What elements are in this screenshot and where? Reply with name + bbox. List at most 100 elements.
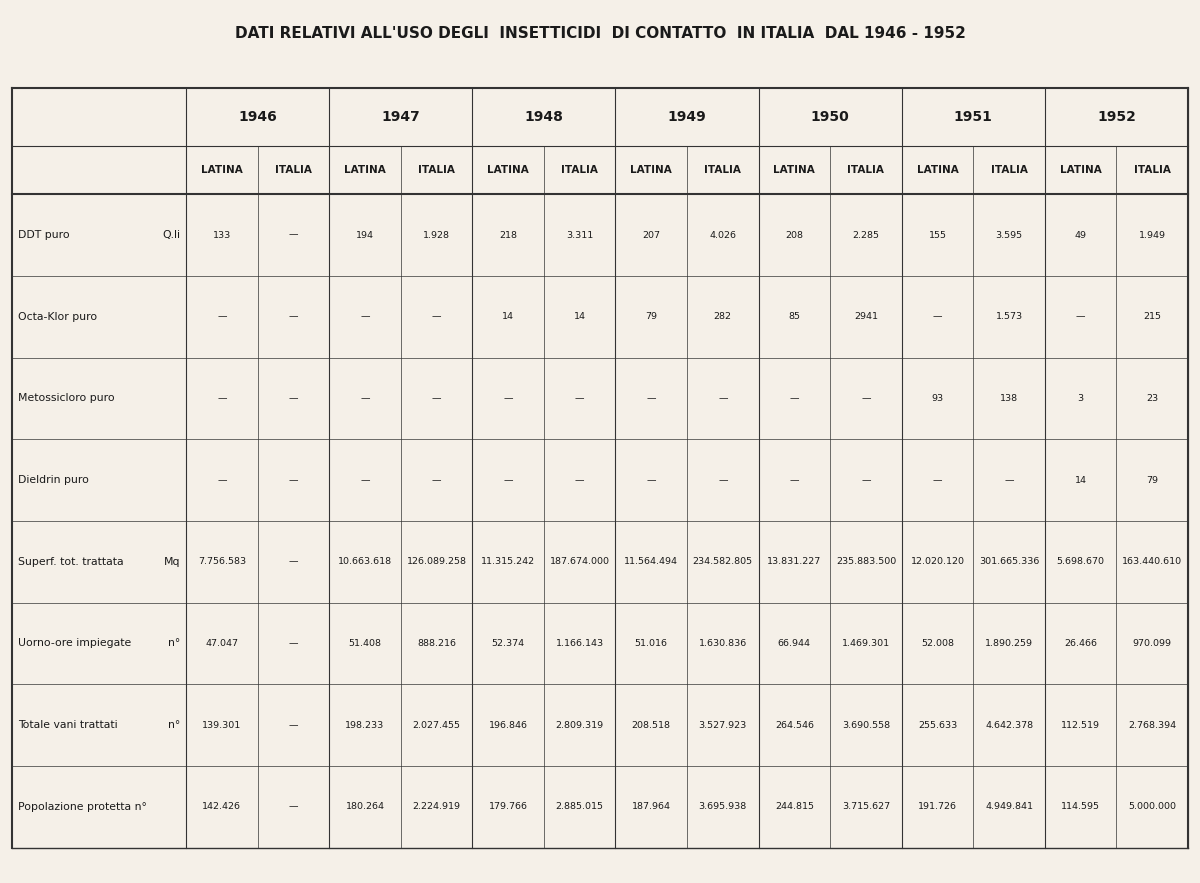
Text: 208.518: 208.518 bbox=[631, 721, 671, 729]
Text: 970.099: 970.099 bbox=[1133, 639, 1171, 648]
Text: LATINA: LATINA bbox=[917, 165, 959, 175]
Text: 14: 14 bbox=[574, 313, 586, 321]
Text: 12.020.120: 12.020.120 bbox=[911, 557, 965, 566]
Text: —: — bbox=[575, 476, 584, 485]
Text: 2941: 2941 bbox=[854, 313, 878, 321]
Text: 208: 208 bbox=[785, 230, 803, 239]
Text: 66.944: 66.944 bbox=[778, 639, 811, 648]
Text: LATINA: LATINA bbox=[344, 165, 386, 175]
Text: 52.374: 52.374 bbox=[492, 639, 524, 648]
Text: 126.089.258: 126.089.258 bbox=[407, 557, 467, 566]
Text: DDT puro: DDT puro bbox=[18, 230, 70, 240]
Text: 196.846: 196.846 bbox=[488, 721, 528, 729]
Text: —: — bbox=[790, 394, 799, 403]
Text: 1.469.301: 1.469.301 bbox=[842, 639, 890, 648]
Text: —: — bbox=[289, 639, 298, 648]
Text: 187.674.000: 187.674.000 bbox=[550, 557, 610, 566]
Text: LATINA: LATINA bbox=[487, 165, 529, 175]
Text: 26.466: 26.466 bbox=[1064, 639, 1097, 648]
Text: 23: 23 bbox=[1146, 394, 1158, 403]
Text: 114.595: 114.595 bbox=[1061, 803, 1100, 811]
Text: 52.008: 52.008 bbox=[922, 639, 954, 648]
Text: Popolazione protetta n°: Popolazione protetta n° bbox=[18, 802, 146, 811]
Text: 139.301: 139.301 bbox=[202, 721, 241, 729]
Text: 112.519: 112.519 bbox=[1061, 721, 1100, 729]
Text: 2.224.919: 2.224.919 bbox=[413, 803, 461, 811]
Text: 234.582.805: 234.582.805 bbox=[692, 557, 752, 566]
Text: 14: 14 bbox=[1075, 476, 1087, 485]
Text: —: — bbox=[432, 394, 442, 403]
Text: 3: 3 bbox=[1078, 394, 1084, 403]
Text: 180.264: 180.264 bbox=[346, 803, 384, 811]
Text: 282: 282 bbox=[714, 313, 732, 321]
Text: 3.595: 3.595 bbox=[996, 230, 1022, 239]
Text: 1950: 1950 bbox=[811, 110, 850, 124]
Text: —: — bbox=[217, 394, 227, 403]
Text: 194: 194 bbox=[356, 230, 374, 239]
Text: 1946: 1946 bbox=[238, 110, 277, 124]
Text: 47.047: 47.047 bbox=[205, 639, 239, 648]
Text: 85: 85 bbox=[788, 313, 800, 321]
Text: 1.166.143: 1.166.143 bbox=[556, 639, 604, 648]
Text: 155: 155 bbox=[929, 230, 947, 239]
Text: —: — bbox=[432, 313, 442, 321]
Text: 198.233: 198.233 bbox=[346, 721, 384, 729]
Text: 1.573: 1.573 bbox=[996, 313, 1022, 321]
Text: 4.949.841: 4.949.841 bbox=[985, 803, 1033, 811]
Text: Octa-Klor puro: Octa-Klor puro bbox=[18, 312, 97, 321]
Text: 49: 49 bbox=[1075, 230, 1087, 239]
Text: 2.027.455: 2.027.455 bbox=[413, 721, 461, 729]
Text: 1949: 1949 bbox=[667, 110, 707, 124]
Text: 1.890.259: 1.890.259 bbox=[985, 639, 1033, 648]
Text: 79: 79 bbox=[1146, 476, 1158, 485]
Text: —: — bbox=[289, 313, 298, 321]
Text: 191.726: 191.726 bbox=[918, 803, 958, 811]
Text: —: — bbox=[289, 557, 298, 566]
Text: ITALIA: ITALIA bbox=[847, 165, 884, 175]
Text: —: — bbox=[360, 476, 370, 485]
Text: 215: 215 bbox=[1144, 313, 1162, 321]
Text: 3.311: 3.311 bbox=[566, 230, 593, 239]
Text: —: — bbox=[1076, 313, 1085, 321]
Text: 3.690.558: 3.690.558 bbox=[842, 721, 890, 729]
Text: —: — bbox=[647, 394, 656, 403]
Text: 138: 138 bbox=[1000, 394, 1018, 403]
Text: ITALIA: ITALIA bbox=[418, 165, 455, 175]
Text: 142.426: 142.426 bbox=[203, 803, 241, 811]
Text: 3.527.923: 3.527.923 bbox=[698, 721, 746, 729]
Text: 888.216: 888.216 bbox=[418, 639, 456, 648]
Text: 163.440.610: 163.440.610 bbox=[1122, 557, 1182, 566]
Text: LATINA: LATINA bbox=[774, 165, 815, 175]
Text: Metossicloro puro: Metossicloro puro bbox=[18, 394, 115, 404]
Text: 51.016: 51.016 bbox=[635, 639, 667, 648]
Text: 5.000.000: 5.000.000 bbox=[1128, 803, 1176, 811]
Text: 2.885.015: 2.885.015 bbox=[556, 803, 604, 811]
Text: —: — bbox=[289, 721, 298, 729]
Text: 2.809.319: 2.809.319 bbox=[556, 721, 604, 729]
Text: 3.695.938: 3.695.938 bbox=[698, 803, 746, 811]
Text: —: — bbox=[360, 313, 370, 321]
Text: 1948: 1948 bbox=[524, 110, 563, 124]
Text: 1.928: 1.928 bbox=[424, 230, 450, 239]
Text: —: — bbox=[932, 313, 942, 321]
Text: —: — bbox=[647, 476, 656, 485]
Text: DATI RELATIVI ALL'USO DEGLI  INSETTICIDI  DI CONTATTO  IN ITALIA  DAL 1946 - 195: DATI RELATIVI ALL'USO DEGLI INSETTICIDI … bbox=[234, 26, 966, 42]
Text: —: — bbox=[360, 394, 370, 403]
Text: 5.698.670: 5.698.670 bbox=[1057, 557, 1105, 566]
Text: —: — bbox=[289, 803, 298, 811]
Text: —: — bbox=[718, 476, 727, 485]
Text: —: — bbox=[289, 394, 298, 403]
Text: 264.546: 264.546 bbox=[775, 721, 814, 729]
Text: 93: 93 bbox=[931, 394, 943, 403]
Text: —: — bbox=[503, 394, 512, 403]
Text: 7.756.583: 7.756.583 bbox=[198, 557, 246, 566]
Text: 2.768.394: 2.768.394 bbox=[1128, 721, 1176, 729]
Text: n°: n° bbox=[168, 721, 180, 730]
Text: ITALIA: ITALIA bbox=[704, 165, 742, 175]
Text: LATINA: LATINA bbox=[630, 165, 672, 175]
Text: ITALIA: ITALIA bbox=[1134, 165, 1171, 175]
Text: —: — bbox=[932, 476, 942, 485]
Text: —: — bbox=[289, 476, 298, 485]
Text: 11.564.494: 11.564.494 bbox=[624, 557, 678, 566]
Text: 207: 207 bbox=[642, 230, 660, 239]
